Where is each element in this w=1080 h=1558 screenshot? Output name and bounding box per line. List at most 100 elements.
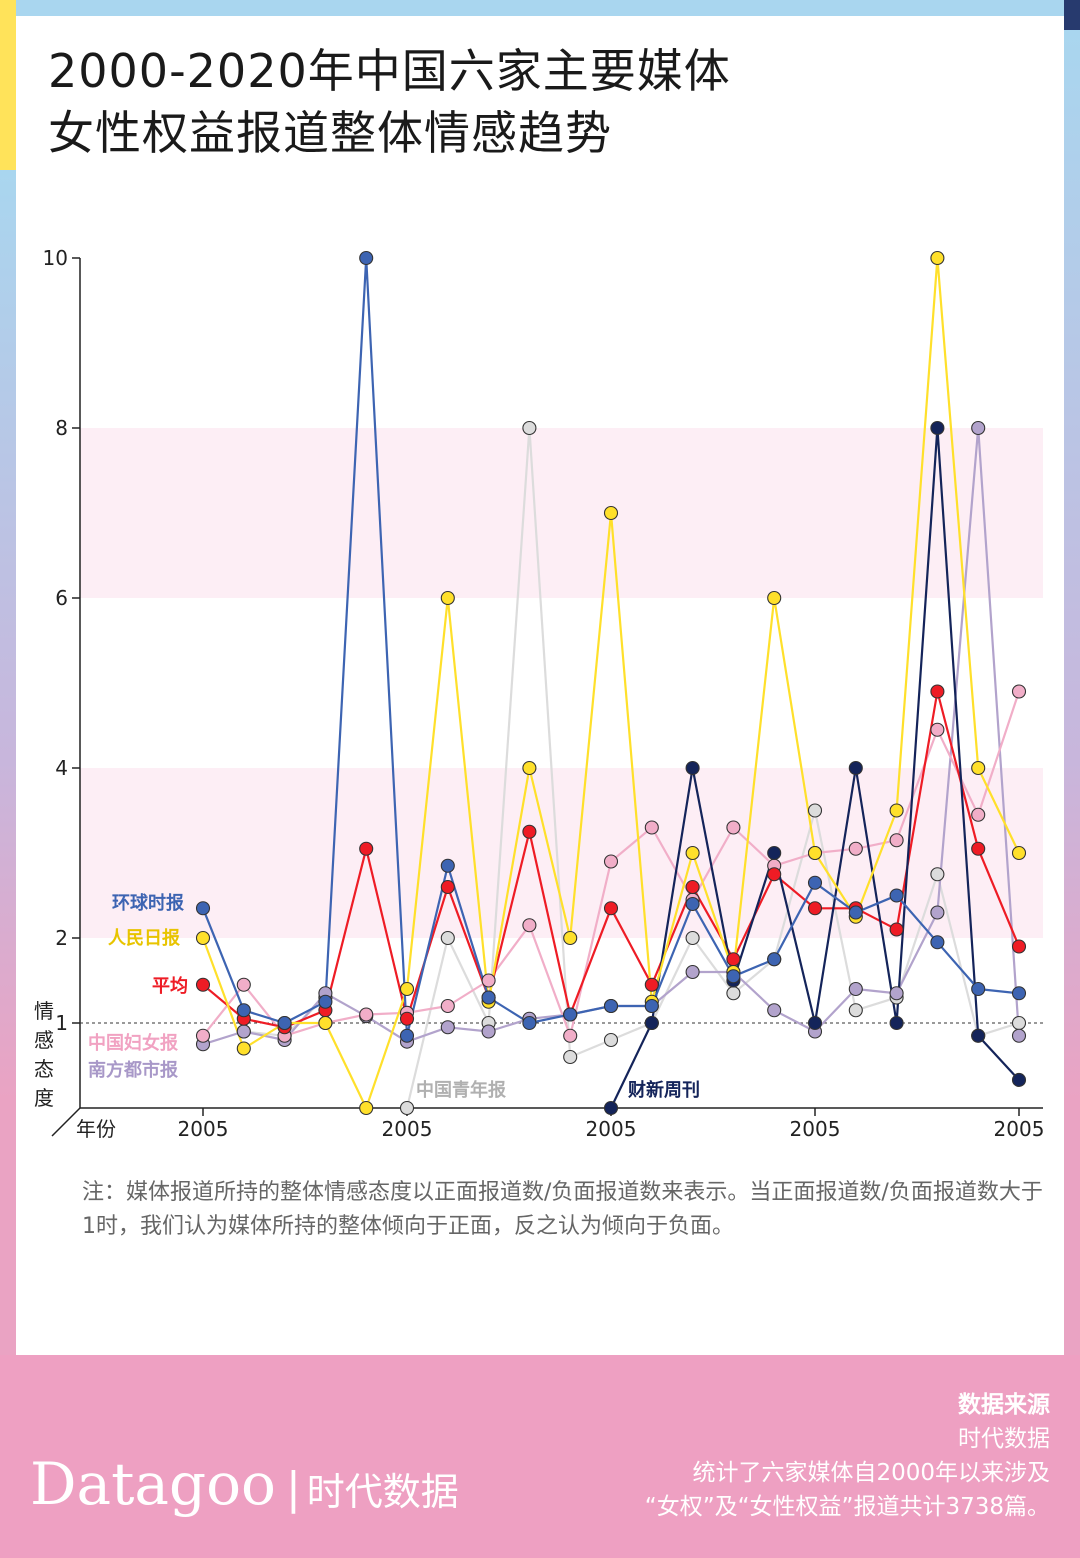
x-tick-label: 2005 <box>994 1117 1045 1141</box>
shaded-bands <box>80 428 1043 938</box>
series-label: 中国妇女报 <box>88 1032 178 1054</box>
series-point-2 <box>848 841 863 856</box>
series-point-6 <box>1011 986 1027 1001</box>
series-point-6 <box>481 990 496 1005</box>
series-point-3 <box>195 977 211 992</box>
data-source: 数据来源 时代数据 统计了六家媒体自2000年以来涉及 “女权”及“女性权益”报… <box>645 1388 1050 1524</box>
series-point-1 <box>481 1024 496 1039</box>
series-point-6 <box>440 858 455 873</box>
frame-top-stripe <box>16 0 1064 16</box>
series-point-5 <box>889 803 904 818</box>
series-point-6 <box>644 998 659 1014</box>
series-point-2 <box>195 1028 211 1043</box>
series-point-2 <box>522 918 537 933</box>
series-point-5 <box>440 590 455 606</box>
series-point-4 <box>644 1015 659 1031</box>
frame-right-stripe <box>1064 0 1080 1558</box>
x-ticks: 2005 2005 2005 2005 2005 <box>178 1108 1045 1141</box>
x-tick-label: 2005 <box>178 1117 229 1141</box>
y-tick-label: 1 <box>55 1011 68 1035</box>
series-point-3 <box>889 922 904 937</box>
series-point-1 <box>236 1024 251 1039</box>
series-point-3 <box>603 901 619 916</box>
x-tick-label: 2005 <box>790 1117 841 1141</box>
series-line-5 <box>201 256 1020 1110</box>
series-point-2 <box>930 722 945 737</box>
brand-logo: Datagoo | 时代数据 <box>30 1450 459 1518</box>
x-tick-label: 2005 <box>586 1117 637 1141</box>
series-point-5 <box>195 930 211 946</box>
series-point-3 <box>1011 939 1027 954</box>
data-source-desc-1: 统计了六家媒体自2000年以来涉及 <box>692 1460 1050 1486</box>
brand-logo-separator: | <box>285 1463 301 1515</box>
y-tick-label: 10 <box>43 246 68 270</box>
series-point-5 <box>767 590 782 606</box>
series-point-3 <box>644 977 659 992</box>
series-point-6 <box>685 896 700 912</box>
series-lines <box>201 256 1021 1110</box>
series-point-6 <box>399 1028 415 1043</box>
y-axis-title: 情感态度 <box>34 999 54 1110</box>
series-point-2 <box>563 1028 578 1043</box>
series-point-6 <box>726 969 741 984</box>
series-point-4 <box>971 1028 986 1043</box>
series-point-3 <box>930 684 945 699</box>
series-point-0 <box>603 1032 619 1048</box>
series-point-4 <box>767 845 782 861</box>
series-point-0 <box>440 930 455 946</box>
series-point-0 <box>399 1100 415 1116</box>
series-point-5 <box>685 845 700 861</box>
series-point-1 <box>971 420 986 436</box>
series-point-0 <box>685 930 700 946</box>
series-point-6 <box>195 901 211 916</box>
series-point-2 <box>603 854 619 869</box>
chart-title-line-2: 女性权益报道整体情感趋势 <box>48 106 612 160</box>
y-ticks: 1 2 4 6 8 10 <box>43 246 80 1035</box>
series-point-1 <box>930 905 945 920</box>
series-point-6 <box>807 875 823 890</box>
series-point-0 <box>1011 1015 1027 1031</box>
series-point-0 <box>726 986 741 1001</box>
series-point-2 <box>644 820 659 835</box>
series-point-3 <box>359 841 374 856</box>
series-point-3 <box>440 879 455 895</box>
series-point-1 <box>767 1003 782 1018</box>
series-point-0 <box>807 803 823 818</box>
data-source-desc-2: “女权”及“女性权益”报道共计3738篇。 <box>644 1494 1050 1520</box>
series-label: 人民日报 <box>108 927 180 949</box>
series-point-6 <box>930 935 945 950</box>
series-point-4 <box>889 1015 904 1031</box>
series-point-3 <box>726 952 741 967</box>
series-point-3 <box>767 867 782 882</box>
series-point-6 <box>767 952 782 967</box>
data-source-name: 时代数据 <box>958 1426 1050 1452</box>
series-label: 财新周刊 <box>628 1079 700 1101</box>
series-point-2 <box>236 977 251 992</box>
series-point-2 <box>1011 684 1027 699</box>
series-point-0 <box>522 420 537 436</box>
series-point-1 <box>440 1020 455 1035</box>
x-tick-label: 2005 <box>382 1117 433 1141</box>
series-point-6 <box>563 1007 578 1022</box>
footer-band <box>0 1355 1080 1558</box>
series-point-6 <box>603 998 619 1014</box>
y-tick-label: 4 <box>55 756 68 780</box>
series-label: 环球时报 <box>112 892 184 914</box>
series-point-6 <box>889 888 904 903</box>
series-point-2 <box>889 833 904 848</box>
series-point-5 <box>399 981 415 997</box>
series-point-1 <box>685 964 700 980</box>
series-point-6 <box>522 1015 537 1031</box>
series-points <box>195 250 1027 1116</box>
frame-left-stripe <box>0 0 16 1558</box>
sentiment-line-chart: 1 2 4 6 8 10 2005 2005 2005 2005 2005 环球时报人民日报平均中… <box>34 246 1045 1141</box>
series-label: 中国青年报 <box>416 1079 506 1101</box>
series-point-2 <box>481 973 496 988</box>
series-label: 平均 <box>152 975 188 997</box>
shaded-band-1 <box>80 428 1043 598</box>
series-point-5 <box>236 1041 251 1056</box>
series-point-3 <box>399 1011 415 1026</box>
series-point-2 <box>359 1007 374 1022</box>
series-point-3 <box>971 841 986 856</box>
series-point-4 <box>1011 1072 1027 1087</box>
